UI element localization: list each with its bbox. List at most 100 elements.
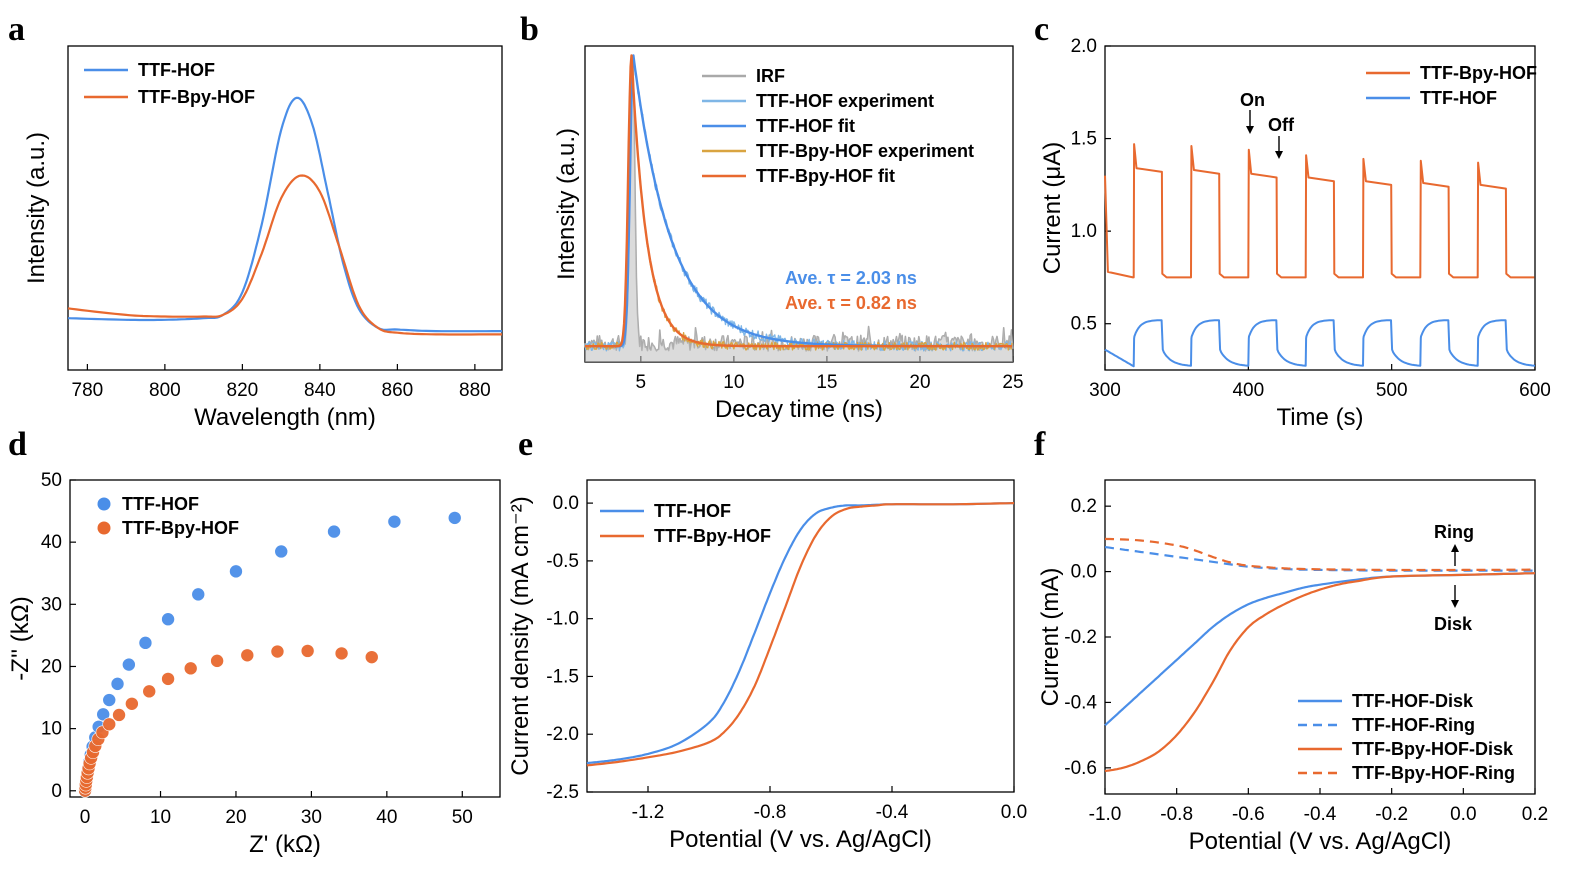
- panel-b-x-tick-label: 10: [723, 372, 744, 393]
- panel-b-series-irf-fill: [585, 62, 1013, 362]
- panel-f-ring-arrow-head: [1451, 544, 1459, 552]
- panel-d-data-point: [110, 677, 125, 691]
- panel-e-y-axis-label: Current density (mA cm⁻²): [507, 496, 534, 775]
- panel-b-x-axis-label: Decay time (ns): [715, 396, 883, 423]
- panel-letter-e: e: [518, 426, 533, 463]
- panel-b-x-tick-label: 25: [1002, 372, 1023, 393]
- panel-b-legend-label: IRF: [756, 66, 785, 86]
- panel-c-series-bpy: [1104, 143, 1535, 279]
- panel-c-y-tick-label: 1.5: [1071, 129, 1097, 150]
- panel-d-data-point: [387, 514, 402, 529]
- panel-e-x-tick-label: -1.2: [632, 802, 665, 823]
- panel-f-y-axis-label: Current (mA): [1037, 568, 1064, 707]
- panel-f-x-tick-label: -1.0: [1089, 804, 1122, 825]
- panel-a-x-tick-label: 820: [227, 380, 259, 401]
- panel-c-x-tick-label: 300: [1089, 380, 1121, 401]
- panel-letter-a: a: [8, 11, 25, 48]
- panel-f-y-tick-label: 0.0: [1071, 562, 1097, 583]
- panel-d-data-point: [138, 636, 153, 650]
- panel-c-x-tick-label: 600: [1519, 380, 1551, 401]
- panel-b-x-tick-label: 5: [636, 372, 647, 393]
- panel-f-series-line: [1104, 572, 1536, 773]
- panel-b-legend-label: TTF-Bpy-HOF fit: [756, 166, 895, 186]
- panel-e-y-tick-label: -1.5: [546, 666, 579, 687]
- panel-e-legend-label: TTF-Bpy-HOF: [654, 526, 771, 546]
- panel-a-x-axis-label: Wavelength (nm): [194, 404, 376, 431]
- panel-f-y-tick-label: -0.6: [1064, 758, 1097, 779]
- panel-f-x-axis-label: Potential (V vs. Ag/AgCl): [1189, 828, 1452, 855]
- panel-d-y-tick-label: 40: [41, 532, 62, 553]
- panel-e-y-tick-label: -2.5: [546, 782, 579, 803]
- panel-d-legend-marker: [97, 521, 111, 535]
- panel-c-on-arrow-head: [1246, 126, 1254, 134]
- panel-e-y-tick-label: -2.0: [546, 724, 579, 745]
- panel-a-legend-label: TTF-HOF: [138, 60, 215, 80]
- panel-b-y-axis-label: Intensity (a.u.): [553, 128, 580, 280]
- panel-a-x-tick-label: 780: [72, 380, 104, 401]
- panel-f-annotation-ring: Ring: [1434, 522, 1474, 542]
- panel-d-data-point: [447, 511, 462, 525]
- panel-d-x-tick-label: 20: [225, 807, 246, 828]
- panel-d-data-point: [161, 672, 175, 686]
- panel-f-y-tick-label: -0.4: [1064, 692, 1097, 713]
- panel-d-data-point: [102, 693, 117, 707]
- panel-f-legend-label: TTF-Bpy-HOF-Disk: [1352, 739, 1514, 759]
- panel-f-y-tick-label: -0.2: [1064, 627, 1097, 648]
- panel-e-series-line: [586, 502, 1015, 767]
- panel-e-plot-frame: [586, 479, 1015, 793]
- panel-e-series-line: [586, 502, 1015, 765]
- panel-f-series-line: [1104, 546, 1535, 572]
- panel-f-y-tick-label: 0.2: [1071, 496, 1097, 517]
- panel-d-data-point: [270, 644, 285, 659]
- panel-d-data-point: [102, 717, 117, 732]
- panel-b-x-tick-label: 15: [816, 372, 837, 393]
- panel-a-x-tick-label: 840: [304, 380, 336, 401]
- panel-e-x-tick-label: 0.0: [1001, 802, 1027, 823]
- panel-f-x-tick-label: 0.2: [1522, 804, 1548, 825]
- panel-a-x-tick-label: 860: [382, 380, 414, 401]
- panel-f-x-tick-label: 0.0: [1450, 804, 1476, 825]
- panel-d-y-tick-label: 20: [41, 656, 62, 677]
- panel-d-x-tick-label: 10: [150, 807, 171, 828]
- panel-c-y-tick-label: 1.0: [1071, 221, 1097, 242]
- panel-d-legend-marker: [97, 497, 111, 511]
- panel-f-x-tick-label: -0.2: [1375, 804, 1408, 825]
- panel-f-x-tick-label: -0.6: [1232, 804, 1265, 825]
- panel-d-data-point: [327, 524, 341, 539]
- panel-f-legend-label: TTF-HOF-Ring: [1352, 715, 1475, 735]
- panel-c-legend-label: TTF-Bpy-HOF: [1420, 63, 1537, 83]
- panel-f-legend-label: TTF-Bpy-HOF-Ring: [1352, 763, 1515, 783]
- panel-d-data-point: [334, 646, 349, 661]
- panel-d-y-tick-label: 30: [41, 594, 62, 615]
- panel-d-x-tick-label: 40: [376, 807, 397, 828]
- panel-b-annotation-tau-bpy: Ave. τ = 0.82 ns: [785, 293, 917, 313]
- panel-c-series-hof: [1104, 319, 1536, 368]
- panel-e-y-tick-label: 0.0: [553, 493, 579, 514]
- panel-a-x-tick-label: 880: [459, 380, 491, 401]
- panel-a-x-tick-label: 800: [149, 380, 181, 401]
- panel-c-y-tick-label: 2.0: [1071, 36, 1097, 57]
- panel-e-y-tick-label: -0.5: [546, 551, 579, 572]
- panel-a-plot-frame: [67, 45, 503, 371]
- panel-b-annotation-tau-hof: Ave. τ = 2.03 ns: [785, 268, 917, 288]
- panel-d-y-tick-label: 50: [41, 470, 62, 491]
- panel-d-data-point: [274, 544, 289, 559]
- panel-b-legend-label: TTF-Bpy-HOF experiment: [756, 141, 974, 161]
- panel-a-series-line: [67, 174, 502, 336]
- panel-c-y-axis-label: Current (μA): [1039, 142, 1066, 275]
- panel-f-x-tick-label: -0.4: [1304, 804, 1337, 825]
- panel-a-legend-label: TTF-Bpy-HOF: [138, 87, 255, 107]
- panel-d-legend-label: TTF-HOF: [122, 494, 199, 514]
- panel-e-legend-label: TTF-HOF: [654, 501, 731, 521]
- panel-f-disk-arrow-head: [1451, 600, 1459, 608]
- panel-b-legend-label: TTF-HOF fit: [756, 116, 855, 136]
- panel-d-plot-frame: [69, 479, 501, 798]
- panel-d-x-tick-label: 0: [80, 807, 91, 828]
- panel-c-y-tick-label: 0.5: [1071, 314, 1097, 335]
- panel-d-data-point: [210, 654, 224, 668]
- panel-d-data-point: [229, 564, 243, 579]
- panel-d-data-point: [122, 657, 136, 672]
- panel-f-annotation-disk: Disk: [1434, 614, 1473, 634]
- panel-b-series-bpy-fit: [584, 54, 1013, 348]
